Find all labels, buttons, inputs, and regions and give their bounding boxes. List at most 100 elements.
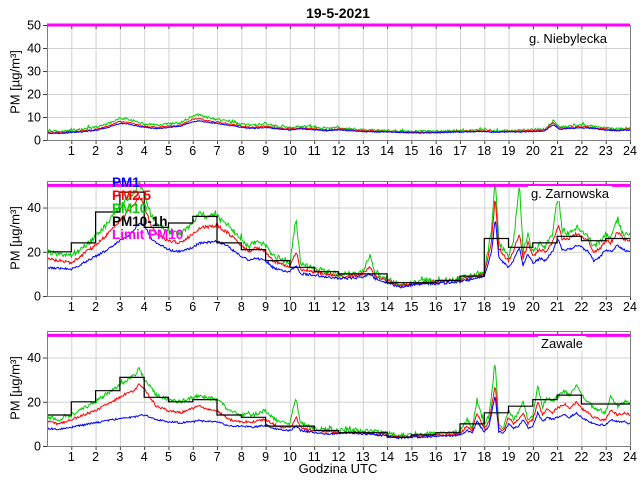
x-axis-label: Godzina UTC (298, 461, 378, 476)
x-tick-label: 10 (283, 144, 297, 158)
x-tick-label: 14 (380, 144, 394, 158)
x-tick-label: 3 (116, 450, 123, 464)
legend: PM1 PM2.5 PM10 PM10-1h Limit PM10 (112, 175, 184, 242)
x-tick-label: 20 (526, 300, 540, 314)
pm10-line (47, 113, 630, 134)
x-tick-label: 24 (623, 300, 637, 314)
x-tick-label: 1 (68, 300, 75, 314)
x-tick-label: 23 (599, 450, 613, 464)
y-axis-label-subplot-3: PM [µg/m³] (7, 356, 23, 420)
x-tick-label: 11 (308, 144, 321, 158)
y-tick-label: 0 (34, 134, 41, 148)
subplot-2-location-label: g. Zarnowska (527, 186, 613, 201)
x-tick-label: 10 (283, 300, 297, 314)
x-tick-label: 8 (238, 450, 245, 464)
x-tick-label: 16 (429, 450, 443, 464)
x-tick-label: 18 (477, 300, 491, 314)
x-tick-label: 22 (574, 144, 588, 158)
x-tick-label: 20 (526, 450, 540, 464)
y-tick-label: 20 (27, 395, 41, 409)
x-tick-label: 11 (308, 300, 321, 314)
x-tick-label: 3 (116, 300, 123, 314)
x-tick-label: 5 (165, 450, 172, 464)
x-tick-label: 9 (262, 144, 269, 158)
tick-marks (43, 332, 631, 450)
pm10-1h-step-line (47, 376, 630, 438)
x-tick-label: 1 (68, 144, 75, 158)
y-axis-label-subplot-1: PM [µg/m³] (7, 50, 23, 114)
x-tick-label: 23 (599, 144, 613, 158)
legend-entry-pm1: PM1 (112, 175, 140, 190)
x-tick-label: 1 (68, 450, 75, 464)
x-tick-label: 16 (429, 300, 443, 314)
x-tick-label: 6 (189, 144, 196, 158)
y-tick-label: 40 (27, 351, 41, 365)
x-tick-label: 12 (332, 450, 346, 464)
x-tick-label: 14 (380, 300, 394, 314)
x-tick-label: 5 (165, 144, 172, 158)
subplot-1-location-label: g. Niebylecka (525, 31, 611, 46)
y-tick-label: 40 (27, 201, 41, 215)
x-tick-label: 7 (214, 144, 221, 158)
tick-marks (43, 182, 631, 300)
x-tick-label: 2 (92, 300, 99, 314)
x-tick-label: 19 (502, 450, 516, 464)
x-tick-label: 12 (332, 300, 346, 314)
x-tick-label: 24 (623, 450, 637, 464)
y-tick-label: 20 (27, 245, 41, 259)
x-tick-label: 2 (92, 450, 99, 464)
x-tick-label: 22 (574, 450, 588, 464)
x-tick-label: 21 (550, 300, 564, 314)
y-tick-labels: 0 20 40 (27, 351, 41, 453)
x-tick-label: 20 (526, 144, 540, 158)
series-group (47, 364, 630, 440)
legend-entry-pm10: PM10 (112, 201, 148, 216)
x-tick-label: 19 (502, 300, 516, 314)
x-tick-label: 11 (308, 450, 321, 464)
axes-box (47, 331, 631, 447)
x-tick-label: 4 (141, 144, 148, 158)
legend-entry-pm10-1h: PM10-1h (112, 214, 168, 229)
x-tick-label: 4 (141, 300, 148, 314)
y-tick-label: 0 (34, 290, 41, 304)
grid (47, 25, 630, 140)
y-tick-label: 50 (27, 19, 41, 33)
x-tick-label: 21 (550, 144, 564, 158)
y-axis-label-subplot-2: PM [µg/m³] (7, 206, 23, 270)
series-group (47, 181, 630, 289)
x-tick-label: 3 (116, 144, 123, 158)
legend-entry-limit-pm10: Limit PM10 (112, 227, 184, 242)
x-tick-label: 6 (189, 450, 196, 464)
x-tick-label: 10 (283, 450, 297, 464)
x-tick-label: 14 (380, 450, 394, 464)
x-tick-label: 9 (262, 300, 269, 314)
x-tick-label: 7 (214, 300, 221, 314)
x-tick-label: 17 (453, 300, 467, 314)
y-tick-label: 0 (34, 440, 41, 454)
y-tick-label: 40 (27, 42, 41, 56)
x-tick-label: 8 (238, 144, 245, 158)
x-tick-labels: 1 2 3 4 5 6 7 8 9 10 11 12 13 14 15 16 17 18 19 20 21 22 23 24 (68, 300, 637, 314)
subplot-2-canvas: 1 2 3 4 5 6 7 8 9 10 11 12 13 14 15 16 17 18 19 20 21 22 23 240… (27, 181, 637, 314)
y-tick-label: 10 (27, 111, 41, 125)
x-tick-label: 18 (477, 144, 491, 158)
x-tick-label: 5 (165, 300, 172, 314)
chart-title: 19-5-2021 (306, 5, 370, 21)
x-tick-label: 17 (453, 144, 467, 158)
x-tick-label: 23 (599, 300, 613, 314)
pm1-line (47, 120, 630, 135)
subplot-3-canvas: 1 2 3 4 5 6 7 8 9 10 11 12 13 14 15 16 17 18 19 20 21 22 23 240… (27, 331, 637, 464)
pm1-line (47, 396, 630, 440)
x-tick-label: 15 (404, 144, 418, 158)
pm10-1h-step-line (47, 191, 630, 284)
series-group (47, 113, 630, 135)
x-tick-labels: 1 2 3 4 5 6 7 8 9 10 11 12 13 14 15 16 17 18 19 20 21 22 23 24 (68, 450, 637, 464)
x-tick-label: 13 (356, 144, 370, 158)
x-tick-label: 21 (550, 450, 564, 464)
x-tick-label: 13 (356, 300, 370, 314)
x-tick-label: 16 (429, 144, 443, 158)
x-tick-label: 4 (141, 450, 148, 464)
y-tick-labels: 0 20 40 (27, 201, 41, 303)
